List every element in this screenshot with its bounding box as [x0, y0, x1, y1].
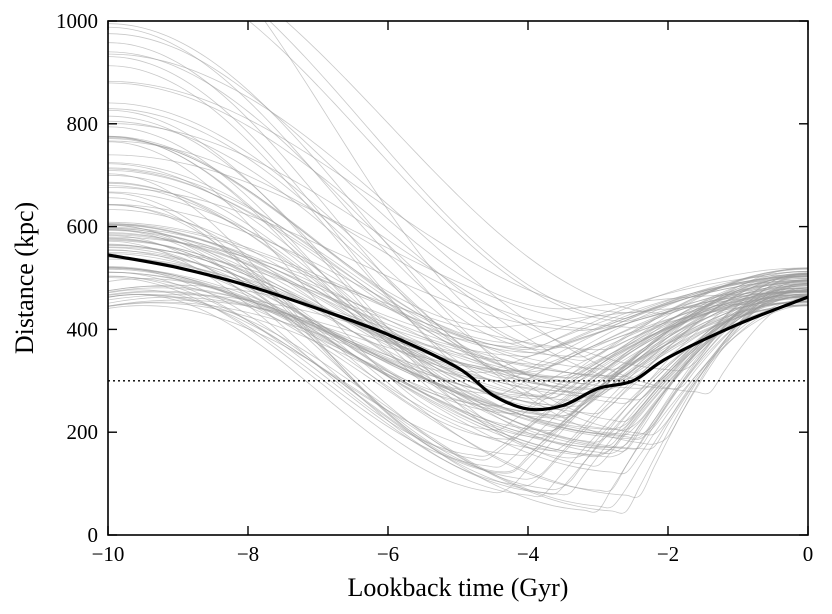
ensemble-orbit-line	[108, 51, 808, 361]
ensemble-orbit-line	[108, 204, 808, 374]
ensemble-orbit-line	[108, 272, 808, 452]
ensemble-orbit-line	[108, 141, 808, 431]
ensemble-orbit-line	[108, 258, 808, 366]
ensemble-orbit-line	[108, 288, 808, 450]
ensemble-orbit-line	[108, 135, 808, 439]
ensemble-orbit-line	[108, 249, 808, 439]
ensemble-orbit-line	[108, 275, 808, 436]
ensemble-orbit-line	[108, 197, 808, 474]
ensemble-orbit-line	[108, 221, 808, 370]
y-tick-label: 600	[67, 215, 99, 239]
ensemble-orbit-line	[108, 243, 808, 407]
x-axis-label: Lookback time (Gyr)	[348, 573, 569, 602]
x-tick-label: −4	[517, 542, 540, 566]
ensemble-orbit-line	[108, 65, 808, 396]
ensemble-orbit-line	[108, 162, 808, 391]
y-axis-ticks: 0 200 400 600 800 1000	[56, 9, 808, 547]
ensemble-orbit-line	[108, 266, 808, 498]
ensemble-orbit-line	[108, 227, 808, 398]
plot-frame	[107, 20, 809, 536]
ensemble-orbit-line	[108, 167, 808, 391]
main-orbit-line	[108, 253, 808, 412]
ensemble-orbit-line	[108, 53, 808, 395]
ensemble-orbit-line	[108, 282, 808, 514]
x-tick-label: −2	[657, 542, 679, 566]
ensemble-orbit-line	[285, 21, 808, 315]
y-tick-label: 1000	[56, 9, 98, 33]
x-tick-label: 0	[803, 542, 814, 566]
ensemble-orbit-line	[108, 224, 808, 480]
ensemble-orbit-line	[108, 256, 808, 458]
ensemble-orbit-line	[108, 233, 808, 357]
ensemble-orbit-line	[108, 275, 808, 372]
y-tick-label: 400	[67, 317, 99, 341]
ensemble-orbit-line	[108, 191, 808, 354]
ensemble-orbit-line	[108, 126, 808, 436]
ensemble-orbit-line	[108, 223, 808, 415]
ensemble-orbit-line	[108, 229, 808, 491]
ensemble-orbit-line	[108, 247, 808, 456]
ensemble-orbit-line	[108, 266, 808, 496]
ensemble-orbit-line	[108, 115, 808, 467]
x-axis-ticks: −10 −8 −6 −4 −2 0	[92, 21, 814, 566]
y-axis-label: Distance (kpc)	[10, 202, 39, 354]
ensemble-orbit-line	[108, 154, 808, 329]
ensemble-orbit-line	[108, 294, 808, 513]
ensemble-orbit-line	[108, 120, 808, 436]
orbit-ensemble-lines	[108, 21, 808, 514]
y-tick-label: 0	[88, 523, 99, 547]
x-tick-label: −8	[237, 542, 259, 566]
y-tick-label: 200	[67, 420, 99, 444]
ensemble-orbit-line	[108, 239, 808, 450]
x-tick-label: −6	[377, 542, 399, 566]
ensemble-orbit-line	[108, 268, 808, 458]
ensemble-orbit-line	[108, 278, 808, 475]
ensemble-orbit-line	[108, 276, 808, 379]
ensemble-orbit-line	[108, 223, 808, 358]
ensemble-orbit-line	[108, 275, 808, 419]
ensemble-orbit-line	[108, 137, 808, 329]
x-tick-label: −10	[92, 542, 125, 566]
ensemble-orbit-line	[108, 82, 808, 390]
ensemble-orbit-line	[108, 138, 808, 351]
y-tick-label: 800	[67, 112, 99, 136]
ensemble-orbit-line	[108, 23, 808, 423]
ensemble-orbit-line	[248, 21, 808, 322]
ensemble-orbit-line	[108, 123, 808, 372]
